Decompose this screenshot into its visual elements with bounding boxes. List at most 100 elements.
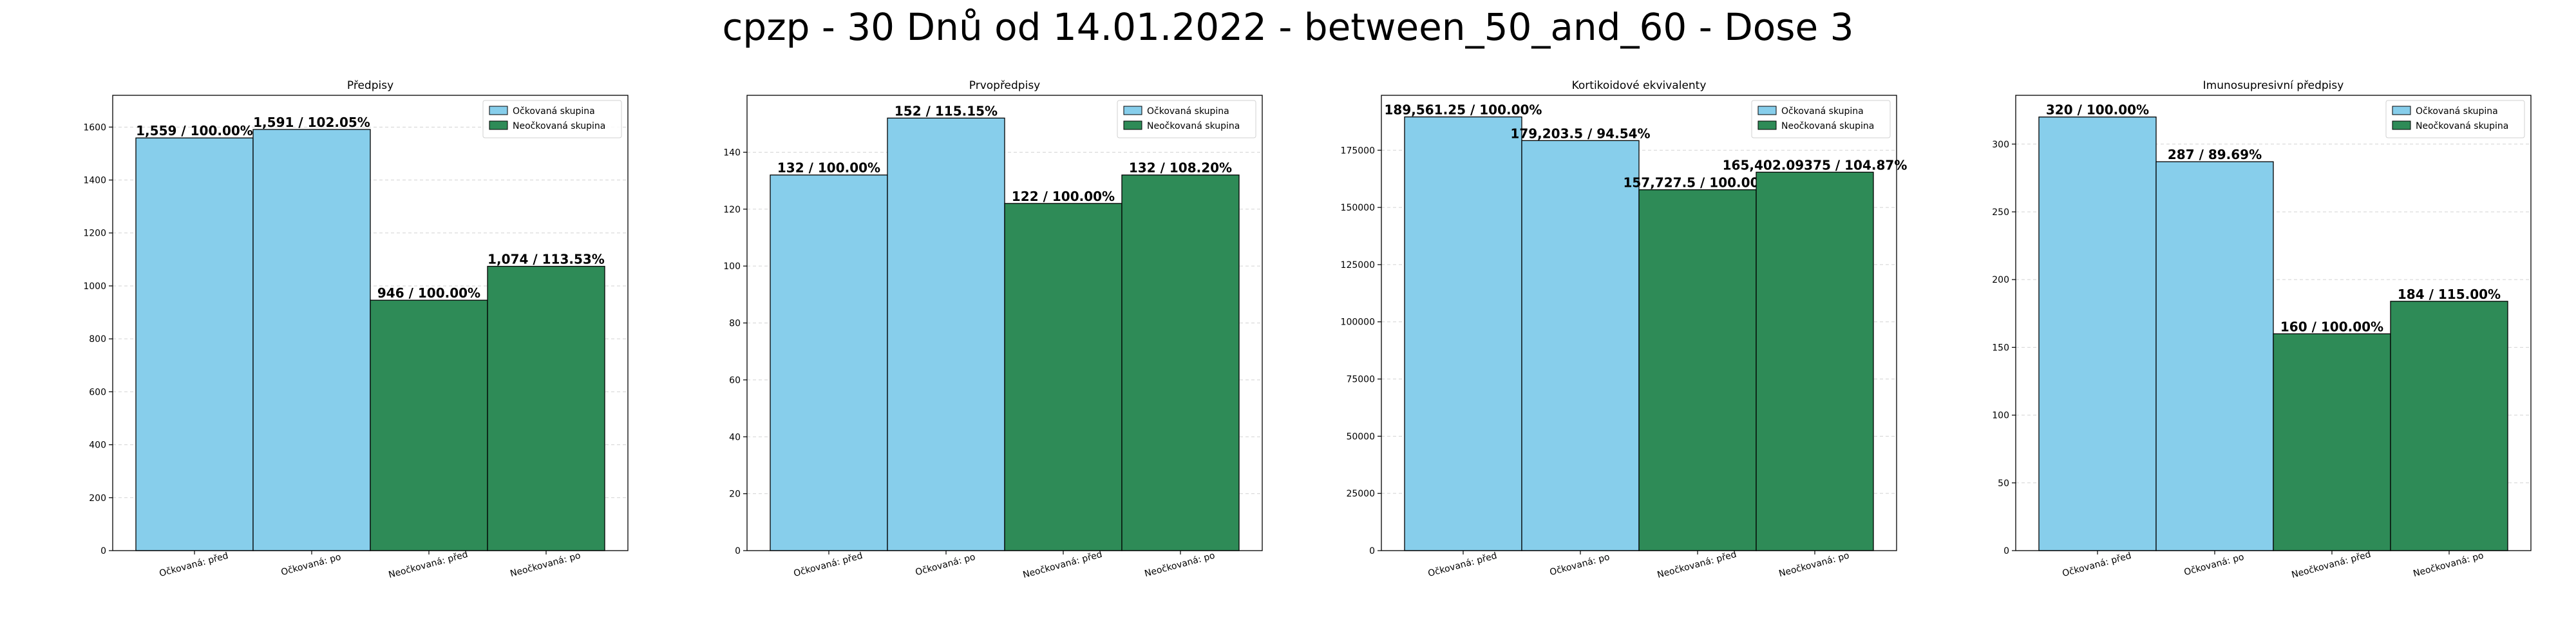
chart-title: Imunosupresivní předpisy <box>2203 79 2344 92</box>
y-tick-label: 100 <box>723 261 741 272</box>
y-tick-label: 40 <box>729 432 741 442</box>
bar <box>370 299 488 551</box>
x-tick-label: Očkovaná: před <box>2061 551 2133 579</box>
axes-frame <box>2015 95 2532 551</box>
bar-value-label: 320 / 100.00% <box>2046 102 2149 118</box>
x-tick-label: Neočkovaná: po <box>1778 551 1851 580</box>
legend-box <box>2385 100 2525 138</box>
bar-value-label: 132 / 108.20% <box>1129 160 1232 176</box>
x-tick-label: Očkovaná: po <box>914 552 977 578</box>
y-tick-label: 175000 <box>1341 146 1375 156</box>
chart-predpisy: Předpisy 0 200 400 600 800 1000 1200 1400 1600 1,5… <box>0 0 644 644</box>
chart-svg: Imunosupresivní předpisy 0 50 100 150 200 250 3… <box>1992 79 2532 580</box>
legend-swatch <box>1757 120 1777 130</box>
bar-value-label: 179,203.5 / 94.54% <box>1510 126 1650 141</box>
bar <box>2390 301 2508 551</box>
bar <box>1756 171 1874 551</box>
x-tick-label: Očkovaná: po <box>280 552 343 578</box>
y-tick-label: 0 <box>735 546 741 556</box>
y-tick-label: 400 <box>89 440 106 451</box>
chart-prvopredpisy: Prvopředpisy 0 20 40 60 80 100 120 140 132 / 100.… <box>634 0 1278 644</box>
axes-frame <box>112 95 629 551</box>
y-tick-label: 1000 <box>83 281 106 292</box>
bar-value-label: 1,591 / 102.05% <box>253 115 370 130</box>
bar <box>487 265 605 551</box>
y-tick-label: 300 <box>1992 140 2009 150</box>
bar-value-label: 946 / 100.00% <box>377 285 480 301</box>
x-tick-label: Neočkovaná: před <box>1656 549 1738 580</box>
bar <box>1638 189 1757 551</box>
legend-label: Očkovaná skupina <box>2416 106 2498 117</box>
y-tick-label: 125000 <box>1341 260 1375 270</box>
bar <box>2038 117 2157 551</box>
bar <box>770 175 888 551</box>
x-tick-label: Očkovaná: před <box>1427 551 1499 579</box>
chart-imunosupresivni-predpisy: Imunosupresivní předpisy 0 50 100 150 200 250 3… <box>1903 0 2547 644</box>
y-tick-label: 1600 <box>83 122 106 133</box>
bar <box>2155 161 2274 551</box>
y-tick-label: 250 <box>1992 207 2009 218</box>
figure-title: cpzp - 30 Dnů od 14.01.2022 - between_50… <box>722 5 1854 49</box>
bar-value-label: 152 / 115.15% <box>895 103 998 118</box>
bar-value-label: 189,561.25 / 100.00% <box>1385 102 1542 118</box>
legend-box <box>1117 100 1256 138</box>
x-tick-label: Neočkovaná: po <box>1144 551 1217 580</box>
y-tick-label: 800 <box>89 334 106 345</box>
y-tick-label: 120 <box>723 205 741 215</box>
y-tick-label: 150 <box>1992 343 2009 353</box>
bar <box>135 137 254 551</box>
bar <box>1004 203 1122 551</box>
legend-swatch <box>489 120 508 130</box>
legend-box <box>1751 100 1891 138</box>
y-tick-label: 100000 <box>1341 317 1375 328</box>
legend-swatch <box>489 106 508 115</box>
bar-value-label: 122 / 100.00% <box>1012 189 1115 204</box>
legend-swatch <box>1123 106 1142 115</box>
x-tick-label: Neočkovaná: po <box>509 551 582 580</box>
y-tick-label: 140 <box>723 147 741 158</box>
legend-swatch <box>1757 106 1777 115</box>
axes-frame <box>1381 95 1897 551</box>
chart-kortikoidove-ekvivalenty: Kortikoidové ekvivalenty 0 25000 50000 75000… <box>1269 0 1913 644</box>
legend-label: Neočkovaná skupina <box>513 121 605 131</box>
bar <box>887 117 1005 551</box>
x-tick-label: Neočkovaná: po <box>2412 551 2485 580</box>
x-tick-label: Neočkovaná: před <box>2291 549 2372 580</box>
x-tick-label: Neočkovaná: před <box>1022 549 1104 580</box>
legend-label: Neočkovaná skupina <box>2416 121 2508 131</box>
y-tick-label: 0 <box>100 546 106 556</box>
bar-value-label: 132 / 100.00% <box>777 160 880 176</box>
y-tick-label: 25000 <box>1346 489 1375 499</box>
chart-title: Prvopředpisy <box>969 79 1041 92</box>
x-tick-label: Očkovaná: před <box>158 551 230 579</box>
y-tick-label: 1200 <box>83 229 106 239</box>
chart-svg: Prvopředpisy 0 20 40 60 80 100 120 140 132 / 100.… <box>723 79 1263 580</box>
legend-swatch <box>2392 106 2411 115</box>
chart-title: Kortikoidové ekvivalenty <box>1572 79 1707 92</box>
bar-value-label: 1,559 / 100.00% <box>136 123 253 138</box>
bar-value-label: 1,074 / 113.53% <box>488 252 605 267</box>
y-tick-label: 50000 <box>1346 431 1375 442</box>
legend-box <box>482 100 622 138</box>
bar-value-label: 165,402.09375 / 104.87% <box>1723 157 1908 173</box>
y-tick-label: 80 <box>729 319 741 329</box>
y-tick-label: 60 <box>729 375 741 386</box>
x-tick-label: Očkovaná: po <box>2183 552 2246 578</box>
chart-svg: Předpisy 0 200 400 600 800 1000 1200 1400 1600 1,5… <box>83 79 629 580</box>
x-tick-label: Neočkovaná: před <box>388 549 469 580</box>
bar-value-label: 287 / 89.69% <box>2168 147 2262 162</box>
bar <box>1521 140 1640 551</box>
legend-label: Neočkovaná skupina <box>1781 121 1874 131</box>
chart-svg: Kortikoidové ekvivalenty 0 25000 50000 75000… <box>1341 79 1908 580</box>
y-tick-label: 75000 <box>1346 375 1375 385</box>
y-tick-label: 200 <box>89 493 106 504</box>
legend-label: Neočkovaná skupina <box>1147 121 1240 131</box>
y-tick-label: 1400 <box>83 176 106 186</box>
x-tick-label: Očkovaná: před <box>793 551 864 579</box>
bar <box>1121 175 1240 551</box>
bar <box>252 129 371 551</box>
legend-label: Očkovaná skupina <box>513 106 595 117</box>
legend-swatch <box>2392 120 2411 130</box>
y-tick-label: 50 <box>1998 478 2009 489</box>
axes-frame <box>746 95 1263 551</box>
